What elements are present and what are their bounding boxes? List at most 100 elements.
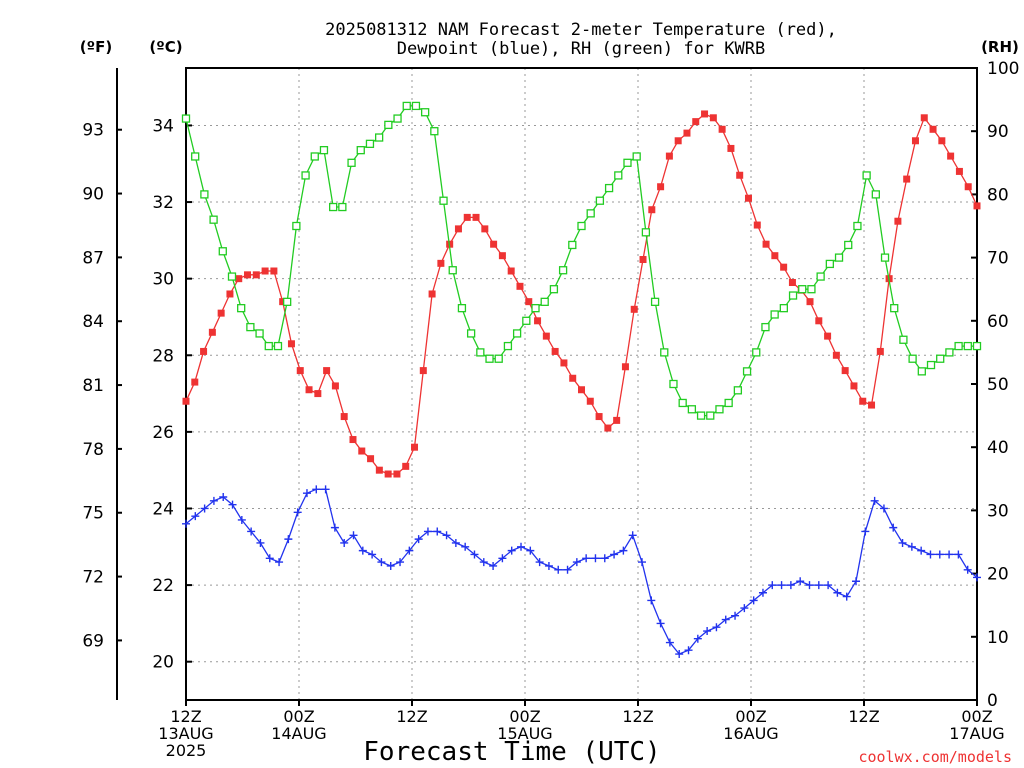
rh-point — [871, 190, 880, 199]
rh-point — [181, 114, 191, 123]
rh-point — [908, 354, 917, 363]
rh-point — [733, 386, 743, 395]
fahrenheit-tick-label: 93 — [82, 121, 104, 141]
dewpoint-point — [945, 550, 954, 559]
dewpoint-point — [647, 596, 656, 605]
temperature-point — [287, 340, 295, 348]
rh-point — [420, 108, 430, 117]
dewpoint-point — [479, 558, 488, 567]
rh-point — [402, 101, 411, 111]
rh-point — [890, 304, 899, 313]
temperature-point — [490, 240, 498, 248]
temperature-point — [744, 194, 752, 202]
dewpoint-point — [656, 619, 665, 628]
rh-point — [678, 398, 687, 408]
celsius-tick-label: 22 — [152, 576, 174, 596]
dewpoint-point — [414, 535, 423, 544]
fahrenheit-axis: 69 72 75 78 81 84 87 90 93 — [82, 121, 122, 651]
dewpoint-point — [963, 565, 972, 574]
rh-tick-label: 80 — [987, 185, 1009, 205]
time-tick-label: 00Z — [283, 707, 314, 726]
fahrenheit-tick-label: 81 — [82, 376, 104, 396]
temperature-point — [753, 221, 761, 229]
dewpoint-point — [284, 535, 293, 544]
dewpoint-point — [768, 581, 777, 590]
time-tick-label: 12Z — [170, 707, 201, 726]
dewpoint-point — [898, 538, 907, 547]
rh-point — [595, 196, 605, 205]
dewpoint-point — [582, 554, 591, 563]
dewpoint-point — [675, 650, 684, 659]
temperature-line — [185, 113, 978, 475]
rh-point — [798, 285, 807, 294]
dewpoint-point — [712, 623, 721, 632]
dewpoint-point — [721, 615, 730, 624]
temperature-point — [270, 267, 278, 275]
time-tick-label: 00Z — [509, 707, 540, 726]
temperature-point — [920, 114, 928, 122]
dewpoint-point — [526, 546, 535, 555]
rh-point — [742, 367, 752, 376]
dewpoint-point — [544, 561, 553, 570]
time-tick-label: 16AUG — [723, 724, 778, 743]
rh-point — [375, 133, 384, 142]
dewpoint-point — [861, 527, 870, 536]
dewpoint-point — [535, 558, 544, 567]
rh-point — [329, 202, 338, 212]
dewpoint-point — [200, 504, 209, 513]
rh-point — [853, 221, 862, 231]
rh-point — [191, 152, 200, 161]
rh-tick-label: 60 — [987, 312, 1009, 332]
temperature-point — [876, 347, 884, 355]
dewpoint-point — [358, 546, 367, 555]
dewpoint-point — [610, 550, 619, 559]
temperature-point — [525, 298, 533, 306]
temperature-point — [806, 298, 814, 306]
time-tick-label: 15AUG — [497, 724, 552, 743]
dewpoint-line — [185, 488, 978, 655]
temperature-point — [832, 351, 840, 359]
dewpoint-point — [591, 554, 600, 563]
temperature-point — [938, 137, 946, 145]
temperature-point — [894, 217, 902, 225]
temperature-point — [841, 367, 849, 375]
temperature-point — [718, 125, 726, 133]
dewpoint-point — [879, 504, 888, 513]
rh-tick-label: 0 — [987, 691, 998, 711]
temperature-point — [393, 470, 401, 478]
rh-tick-label: 30 — [987, 501, 1009, 521]
dewpoint-point — [182, 519, 190, 528]
dewpoint-point — [833, 588, 842, 597]
rh-point — [200, 190, 209, 199]
rh-point — [457, 304, 467, 313]
temperature-point — [331, 382, 339, 390]
temperature-point — [191, 378, 199, 386]
temperature-point — [402, 462, 410, 470]
rh-point — [752, 348, 761, 357]
temperature-point — [340, 413, 348, 421]
rh-point — [715, 405, 724, 414]
temperature-point — [657, 183, 665, 191]
rh-point — [448, 266, 457, 275]
celsius-unit-label: (ºC) — [149, 38, 182, 56]
rh-point — [632, 152, 641, 161]
rh-point — [540, 297, 549, 306]
celsius-tick-label: 24 — [152, 499, 174, 519]
temperature-point — [323, 367, 331, 375]
rh-point — [954, 341, 963, 351]
temperature-point — [665, 152, 673, 160]
temperature-point — [472, 213, 480, 221]
rh-point — [439, 196, 448, 205]
series-rh — [181, 101, 982, 420]
dewpoint-point — [433, 527, 442, 536]
temperature-point — [578, 386, 585, 394]
time-tick-label: 12Z — [848, 707, 879, 726]
dewpoint-point — [796, 577, 805, 586]
temperature-point — [929, 125, 937, 133]
temperature-point — [305, 386, 313, 394]
temperature-point — [850, 382, 858, 390]
rh-point — [476, 348, 485, 357]
temperature-point — [375, 466, 383, 474]
temperature-point — [498, 252, 506, 260]
x-axis-label: Forecast Time (UTC) — [363, 737, 660, 767]
